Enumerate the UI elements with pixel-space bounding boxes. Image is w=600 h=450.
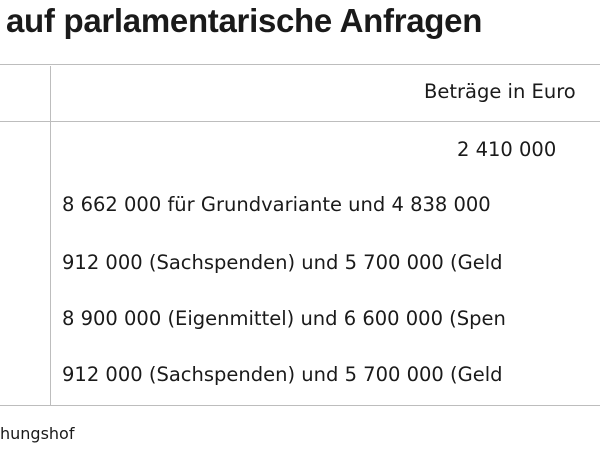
table-top-rule (0, 64, 600, 65)
table-bottom-rule (0, 405, 600, 406)
table-cell: 8 662 000 für Grundvariante und 4 838 00… (62, 193, 491, 216)
table-cell: 912 000 (Sachspenden) und 5 700 000 (Gel… (62, 251, 503, 274)
table-cell: 2 410 000 (457, 138, 557, 161)
column-header: Beträge in Euro (424, 80, 576, 103)
source-note: hungshof (0, 424, 75, 443)
header-rule (0, 121, 600, 122)
document-title: auf parlamentarische Anfragen (6, 2, 483, 39)
column-divider (50, 66, 51, 406)
table-cell: 912 000 (Sachspenden) und 5 700 000 (Gel… (62, 363, 503, 386)
table-cell: 8 900 000 (Eigenmittel) und 6 600 000 (S… (62, 307, 506, 330)
